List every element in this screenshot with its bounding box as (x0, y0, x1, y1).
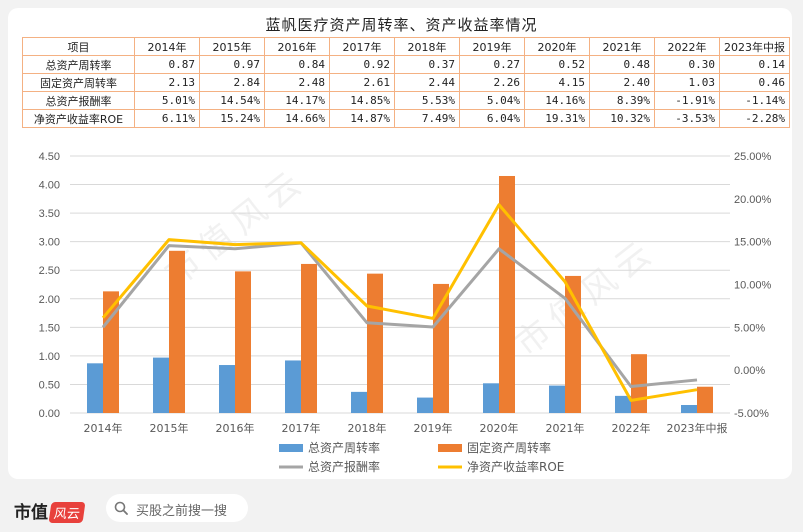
y-right-tick-label: 5.00% (734, 322, 765, 334)
table-row: 总资产周转率 0.87 0.97 0.84 0.92 0.37 0.27 0.5… (22, 55, 790, 74)
x-tick-label: 2016年 (216, 421, 255, 435)
bar-fixed-asset-turnover (169, 250, 185, 413)
legend-swatch (279, 444, 303, 452)
x-tick-label: 2023年中报 (667, 421, 728, 435)
line-series-roe (101, 203, 698, 402)
legend-swatch (438, 444, 462, 452)
table-cell: 0.37 (394, 55, 460, 74)
bar-total-asset-turnover (681, 405, 697, 413)
search-placeholder: 买股之前搜一搜 (136, 504, 228, 519)
y-right-tick-label: 10.00% (734, 280, 772, 292)
bar-total-asset-turnover (87, 363, 103, 413)
table-row-label: 总资产报酬率 (22, 91, 135, 110)
table-row-label: 净资产收益率ROE (22, 109, 135, 128)
y-right-tick-label: 25.00% (734, 151, 772, 163)
x-tick-label: 2020年 (480, 421, 519, 435)
bar-total-asset-turnover (219, 365, 235, 413)
y-left-tick-label: 0.00 (39, 408, 60, 420)
table-cell: 0.92 (329, 55, 395, 74)
brand-logo-text: 市值 (14, 503, 48, 523)
table-header-cell: 2021年 (589, 37, 655, 56)
table-cell: 2.26 (459, 73, 525, 92)
x-tick-label: 2015年 (150, 421, 189, 435)
bar-fixed-asset-turnover (565, 275, 581, 413)
bar-total-asset-turnover (417, 397, 433, 413)
table-cell: 15.24% (199, 109, 265, 128)
bar-fixed-asset-turnover (433, 283, 449, 413)
table-header-cell: 2016年 (264, 37, 330, 56)
y-left-tick-label: 0.50 (39, 379, 60, 391)
y-left-tick-label: 1.50 (39, 322, 60, 334)
metrics-table: 项目 2014年 2015年 2016年 2017年 2018年 2019年 2… (22, 37, 790, 128)
combo-chart: 0.00 0.50 1.00 1.50 2.00 2.50 3.00 3.50 4.00 4.50… (39, 151, 772, 474)
y-left-tick-label: 1.00 (39, 351, 60, 363)
table-row: 净资产收益率ROE 6.11% 15.24% 14.66% 14.87% 7.4… (22, 109, 790, 128)
table-row: 总资产报酬率 5.01% 14.54% 14.17% 14.85% 5.53% … (22, 91, 790, 110)
brand-logo-badge: 风云 (48, 502, 86, 523)
table-cell: 2.48 (264, 73, 330, 92)
brand-logo: 市值 风云 (14, 498, 86, 523)
x-tick-label: 2018年 (348, 421, 387, 435)
bar-total-asset-turnover (285, 360, 301, 413)
table-cell: 19.31% (524, 109, 590, 128)
x-tick-label: 2019年 (414, 421, 453, 435)
table-cell: 7.49% (394, 109, 460, 128)
legend-label: 总资产周转率 (308, 440, 380, 455)
y-left-tick-label: 2.00 (39, 294, 60, 306)
legend-label: 固定资产周转率 (467, 440, 551, 455)
table-cell: 5.53% (394, 91, 460, 110)
table-cell: 6.11% (134, 109, 200, 128)
x-tick-label: 2022年 (612, 421, 651, 435)
y-left-tick-label: 2.50 (39, 265, 60, 277)
y-right-tick-label: 20.00% (734, 194, 772, 206)
x-tick-label: 2017年 (282, 421, 321, 435)
line-series-roa (101, 241, 698, 389)
bar-total-asset-turnover (615, 395, 631, 413)
table-cell: 0.52 (524, 55, 590, 74)
table-header-cell: 2017年 (329, 37, 395, 56)
bar-total-asset-turnover (153, 357, 169, 413)
x-tick-label: 2014年 (84, 421, 123, 435)
table-cell: 1.03 (654, 73, 720, 92)
y-left-tick-label: 3.00 (39, 237, 60, 249)
bar-total-asset-turnover (483, 383, 499, 413)
table-cell: 14.87% (329, 109, 395, 128)
y-right-tick-label: 0.00% (734, 365, 765, 377)
legend-label: 总资产报酬率 (308, 459, 380, 474)
x-tick-label: 2021年 (546, 421, 585, 435)
bar-total-asset-turnover (549, 385, 565, 413)
table-cell: 6.04% (459, 109, 525, 128)
bar-fixed-asset-turnover (235, 271, 251, 413)
y-left-tick-label: 3.50 (39, 208, 60, 220)
table-cell: -2.28% (719, 109, 790, 128)
y-right-tick-label: 15.00% (734, 237, 772, 249)
bar-fixed-asset-turnover (631, 354, 647, 413)
y-right-tick-label: -5.00% (734, 408, 769, 420)
table-cell: 5.01% (134, 91, 200, 110)
bar-fixed-asset-turnover (499, 175, 515, 413)
table-cell: 14.17% (264, 91, 330, 110)
table-header-row: 项目 2014年 2015年 2016年 2017年 2018年 2019年 2… (22, 37, 790, 56)
table-cell: 2.40 (589, 73, 655, 92)
table-row-label: 总资产周转率 (22, 55, 135, 74)
search-icon (114, 501, 128, 515)
search-box[interactable]: 买股之前搜一搜 (106, 494, 248, 522)
bar-total-asset-turnover (351, 391, 367, 413)
bar-fixed-asset-turnover (367, 273, 383, 413)
chart-title: 蓝帆医疗资产周转率、资产收益率情况 (265, 16, 538, 34)
table-cell: 0.46 (719, 73, 790, 92)
bar-fixed-asset-turnover (301, 263, 317, 413)
legend-label: 净资产收益率ROE (467, 459, 564, 474)
bar-fixed-asset-turnover (697, 386, 713, 413)
table-cell: 0.84 (264, 55, 330, 74)
y-left-tick-label: 4.00 (39, 180, 60, 192)
table-cell: 0.48 (589, 55, 655, 74)
table-cell: -3.53% (654, 109, 720, 128)
y-left-tick-label: 4.50 (39, 151, 60, 163)
footer-bar: 市值 风云 买股之前搜一搜 (0, 490, 803, 532)
